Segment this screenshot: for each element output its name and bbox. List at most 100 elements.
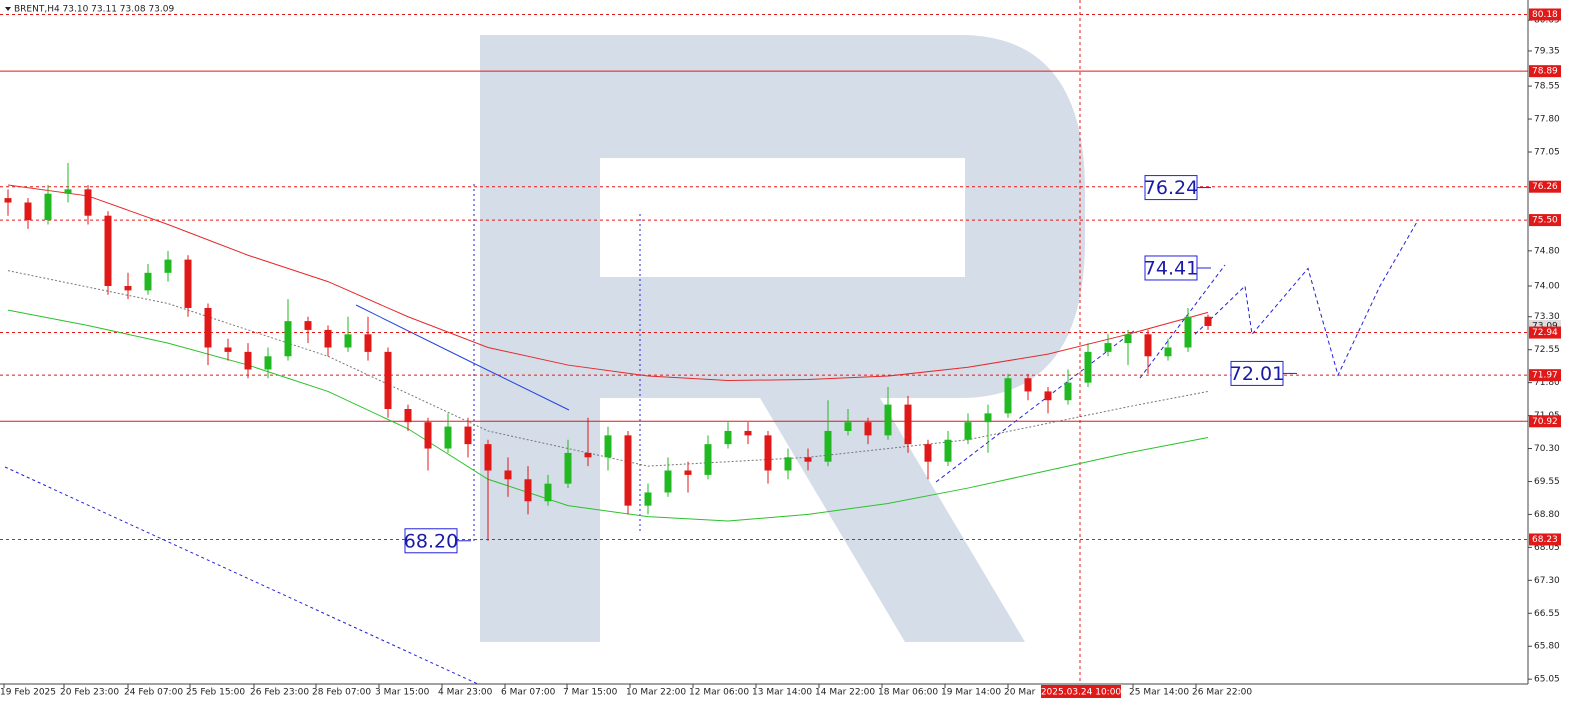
target-box xyxy=(1144,175,1198,201)
x-tick-label: 4 Mar 23:00 xyxy=(438,688,493,698)
y-tick-label: 65.80 xyxy=(1534,642,1560,652)
y-tick-label: 67.30 xyxy=(1534,576,1560,586)
x-tick-label: 12 Mar 06:00 xyxy=(689,688,749,698)
y-tick-label: 72.55 xyxy=(1534,345,1560,355)
x-tick-label: 28 Feb 07:00 xyxy=(312,688,371,698)
candle-body xyxy=(664,470,672,493)
cursor-label: 2025.03.24 10:00 xyxy=(1041,688,1122,698)
candle-body xyxy=(644,492,652,506)
candle-body xyxy=(444,426,452,449)
candle-body xyxy=(204,307,212,348)
x-tick-label: 25 Feb 15:00 xyxy=(186,688,245,698)
candle-body xyxy=(1164,347,1172,357)
level-label: 78.89 xyxy=(1532,67,1558,77)
candle-body xyxy=(104,215,112,286)
candle-body xyxy=(584,452,592,458)
candle-body xyxy=(924,444,932,462)
x-tick-label: 7 Mar 15:00 xyxy=(563,688,618,698)
target-box xyxy=(1230,360,1284,386)
level-label-bg xyxy=(1529,214,1561,227)
trend-line xyxy=(355,304,570,411)
candle-body xyxy=(84,189,92,216)
candle-body xyxy=(724,430,732,445)
overlay-line xyxy=(7,270,1209,467)
candle-body xyxy=(364,334,372,352)
y-tick-label: 66.55 xyxy=(1534,609,1560,619)
y-tick-label: 69.55 xyxy=(1534,477,1560,487)
candle-body xyxy=(1104,343,1112,352)
candle-body xyxy=(424,422,432,449)
candle-body xyxy=(904,404,912,445)
candle-body xyxy=(604,435,612,458)
candle-body xyxy=(844,422,852,431)
candle-body xyxy=(264,356,272,370)
target-label: 76.24 xyxy=(1144,177,1198,199)
watermark xyxy=(480,35,1085,642)
level-label-bg xyxy=(1529,326,1561,339)
y-tick-label: 68.80 xyxy=(1534,510,1560,520)
level-label-bg xyxy=(1529,533,1561,546)
candle-body xyxy=(244,351,252,370)
x-tick-label: 24 Feb 07:00 xyxy=(124,688,183,698)
level-label: 70.92 xyxy=(1532,417,1558,427)
target-box xyxy=(404,528,458,554)
candle-body xyxy=(964,422,972,440)
y-tick-label: 80.05 xyxy=(1534,16,1560,26)
y-tick-label: 74.00 xyxy=(1534,281,1560,291)
candle-body xyxy=(1064,382,1072,401)
y-tick-label: 73.30 xyxy=(1534,312,1560,322)
candle-body xyxy=(44,193,52,221)
y-tick-label: 78.55 xyxy=(1534,82,1560,92)
y-tick-label: 68.05 xyxy=(1534,543,1560,553)
x-tick-label: 26 Mar 22:00 xyxy=(1192,688,1252,698)
x-tick-label: 25 Mar 14:00 xyxy=(1129,688,1189,698)
level-label-bg xyxy=(1529,369,1561,382)
level-label: 72.94 xyxy=(1532,328,1558,338)
candle-body xyxy=(544,483,552,502)
x-tick-label: 19 Mar 14:00 xyxy=(941,688,1001,698)
candle-body xyxy=(4,198,12,203)
candle-body xyxy=(824,430,832,462)
candle-body xyxy=(1084,351,1092,383)
x-tick-label: 10 Mar 22:00 xyxy=(626,688,686,698)
candle-body xyxy=(284,321,292,357)
level-label-bg xyxy=(1529,180,1561,193)
target-label: 74.41 xyxy=(1144,257,1198,279)
candle-body xyxy=(344,334,352,348)
x-tick-label: 19 Feb 2025 xyxy=(0,688,56,698)
level-label-bg xyxy=(1529,8,1561,21)
candle-body xyxy=(744,430,752,436)
level-label: 71.97 xyxy=(1532,371,1558,381)
candle-body xyxy=(864,422,872,436)
target-label: 68.20 xyxy=(404,530,458,552)
level-label: 80.18 xyxy=(1532,10,1558,20)
y-tick-label: 77.05 xyxy=(1534,148,1560,158)
candle-body xyxy=(684,470,692,475)
x-tick-label: 13 Mar 14:00 xyxy=(752,688,812,698)
candle-body xyxy=(1024,378,1032,392)
x-tick-label: 18 Mar 06:00 xyxy=(878,688,938,698)
target-label: 72.01 xyxy=(1230,363,1284,385)
candle-body xyxy=(164,259,172,273)
x-tick-label: 3 Mar 15:00 xyxy=(375,688,430,698)
y-tick-label: 70.30 xyxy=(1534,444,1560,454)
x-tick-label: 14 Mar 22:00 xyxy=(815,688,875,698)
candle-body xyxy=(464,426,472,445)
level-label-bg xyxy=(1529,415,1561,428)
candle-body xyxy=(1204,316,1212,326)
cursor-label-bg xyxy=(1041,685,1121,698)
candle-body xyxy=(984,413,992,423)
candle-body xyxy=(484,444,492,471)
y-tick-label: 79.35 xyxy=(1534,46,1560,56)
candle-body xyxy=(304,321,312,330)
candle-body xyxy=(1044,391,1052,401)
x-tick-label: 26 Feb 23:00 xyxy=(250,688,309,698)
candle-body xyxy=(764,435,772,471)
candle-body xyxy=(404,408,412,423)
candle-body xyxy=(384,351,392,409)
channel-line xyxy=(1139,264,1226,379)
y-tick-label: 74.80 xyxy=(1534,246,1560,256)
current-price-label: 73.09 xyxy=(1532,321,1558,331)
candle-body xyxy=(944,439,952,462)
